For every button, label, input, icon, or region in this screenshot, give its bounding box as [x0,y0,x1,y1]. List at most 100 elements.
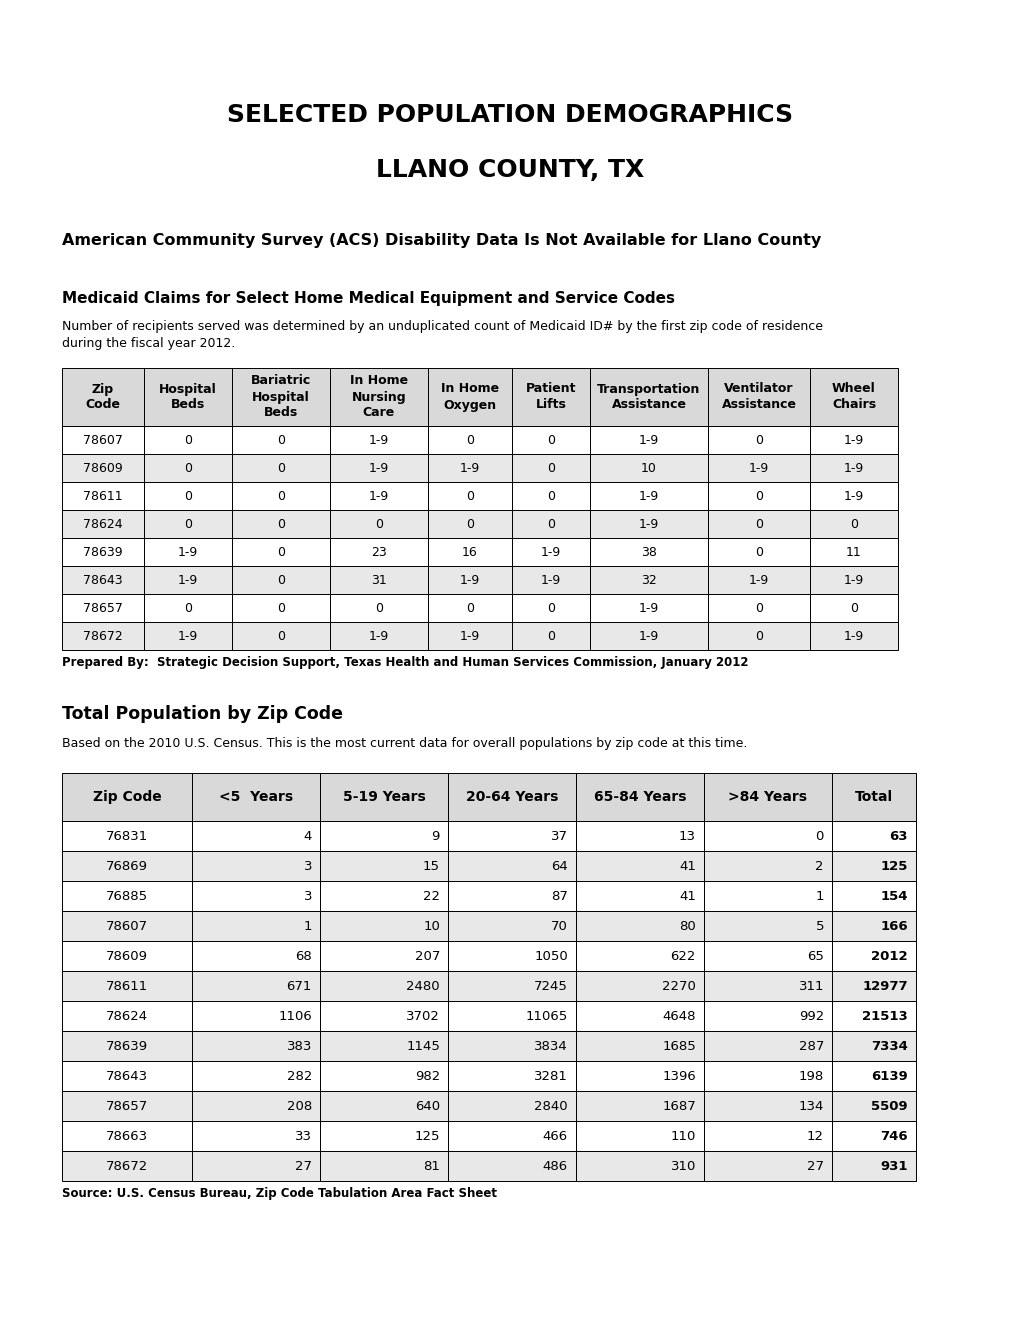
Bar [144,426,231,454]
Text: 78672: 78672 [83,630,122,643]
Bar [62,1001,192,1031]
Text: 78609: 78609 [106,949,148,962]
Bar [320,851,447,880]
Bar [192,1001,320,1031]
Bar [428,510,512,539]
Bar [589,482,707,510]
Text: 486: 486 [542,1159,568,1172]
Bar [576,1151,703,1181]
Bar [192,774,320,821]
Text: 0: 0 [546,517,554,531]
Text: Prepared By:  Strategic Decision Support, Texas Health and Human Services Commis: Prepared By: Strategic Decision Support,… [62,656,748,669]
Bar [320,972,447,1001]
Text: 1-9: 1-9 [843,490,863,503]
Bar [62,972,192,1001]
Text: 0: 0 [277,545,284,558]
Text: 1-9: 1-9 [177,630,198,643]
Text: 78657: 78657 [83,602,123,615]
Text: 1-9: 1-9 [460,573,480,586]
Text: 992: 992 [798,1010,823,1023]
Text: Hospital
Beds: Hospital Beds [159,383,217,412]
Bar [707,510,809,539]
Bar [576,1121,703,1151]
Text: >84 Years: >84 Years [728,789,807,804]
Bar [192,1092,320,1121]
Text: 0: 0 [375,517,382,531]
Text: 671: 671 [286,979,312,993]
Bar [192,1031,320,1061]
Text: 0: 0 [277,433,284,446]
Text: 41: 41 [679,859,695,873]
Bar [144,622,231,649]
Bar [144,566,231,594]
Bar [330,426,428,454]
Bar [576,911,703,941]
Bar [428,426,512,454]
Text: American Community Survey (ACS) Disability Data Is Not Available for Llano Count: American Community Survey (ACS) Disabili… [62,232,820,248]
Bar [703,1092,832,1121]
Bar [320,1121,447,1151]
Bar [447,1031,576,1061]
Bar [703,1121,832,1151]
Bar [320,1001,447,1031]
Bar [231,566,330,594]
Bar [703,774,832,821]
Text: 1050: 1050 [534,949,568,962]
Bar [703,821,832,851]
Bar [320,1061,447,1092]
Bar [330,594,428,622]
Text: 166: 166 [879,920,907,932]
Text: 41: 41 [679,890,695,903]
Bar [576,941,703,972]
Bar [512,426,589,454]
Bar [707,454,809,482]
Text: 1687: 1687 [661,1100,695,1113]
Text: 0: 0 [546,433,554,446]
Bar [62,368,144,426]
Text: Based on the 2010 U.S. Census. This is the most current data for overall populat: Based on the 2010 U.S. Census. This is t… [62,737,747,750]
Text: 1106: 1106 [278,1010,312,1023]
Bar [330,539,428,566]
Bar [144,482,231,510]
Text: 0: 0 [277,573,284,586]
Text: 0: 0 [183,517,192,531]
Text: 63: 63 [889,829,907,842]
Text: 78624: 78624 [106,1010,148,1023]
Bar [707,368,809,426]
Text: 9: 9 [431,829,439,842]
Text: 27: 27 [806,1159,823,1172]
Text: 20-64 Years: 20-64 Years [466,789,557,804]
Text: 70: 70 [550,920,568,932]
Text: 6139: 6139 [870,1069,907,1082]
Text: 64: 64 [550,859,568,873]
Text: Bariatric
Hospital
Beds: Bariatric Hospital Beds [251,375,311,420]
Bar [62,622,144,649]
Text: 21513: 21513 [861,1010,907,1023]
Text: 11: 11 [846,545,861,558]
Text: 282: 282 [286,1069,312,1082]
Bar [589,454,707,482]
Text: 10: 10 [640,462,656,474]
Bar [62,510,144,539]
Text: 1-9: 1-9 [638,602,658,615]
Bar [512,482,589,510]
Bar [447,1001,576,1031]
Bar [447,1092,576,1121]
Text: 0: 0 [277,462,284,474]
Text: Patient
Lifts: Patient Lifts [525,383,576,412]
Bar [707,539,809,566]
Text: 78639: 78639 [106,1040,148,1052]
Text: 0: 0 [183,490,192,503]
Bar [320,1031,447,1061]
Bar [512,594,589,622]
Bar [231,426,330,454]
Bar [320,880,447,911]
Bar [320,774,447,821]
Text: 31: 31 [371,573,386,586]
Text: 1: 1 [304,920,312,932]
Bar [330,566,428,594]
Text: 15: 15 [423,859,439,873]
Text: 287: 287 [798,1040,823,1052]
Text: 81: 81 [423,1159,439,1172]
Bar [576,851,703,880]
